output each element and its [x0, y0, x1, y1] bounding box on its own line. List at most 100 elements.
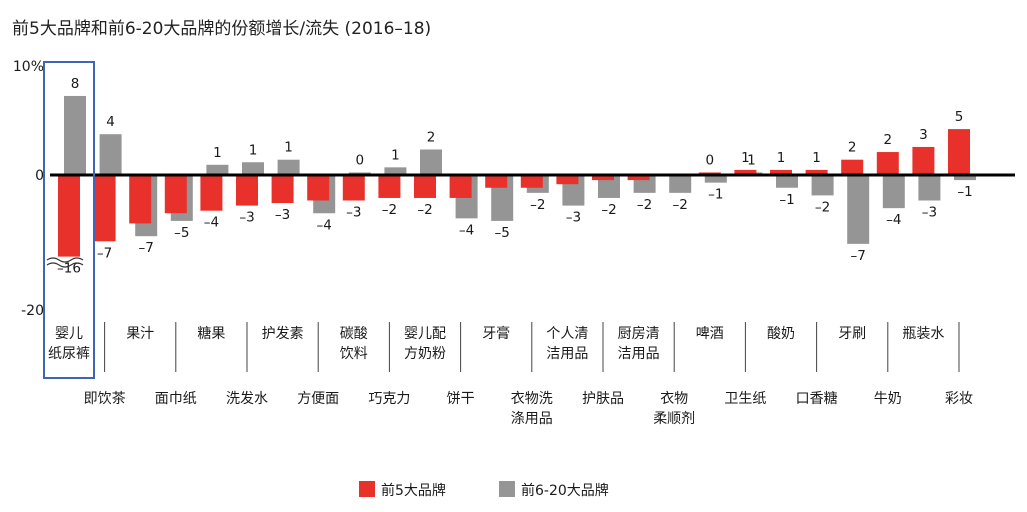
category-label: 护发素	[262, 326, 304, 342]
value-label-top6-20: –1	[708, 187, 723, 203]
category-label: 牛奶	[874, 391, 902, 407]
category-label: 衣物	[660, 391, 688, 407]
value-label-top6-20: –7	[851, 248, 866, 264]
value-label-top5: –2	[382, 202, 397, 218]
bar-top5	[58, 175, 80, 257]
bar-top5	[414, 175, 436, 198]
bar-top5	[770, 169, 792, 175]
y-tick-label: 10%	[13, 59, 44, 75]
legend-label-top5: 前5大品牌	[381, 482, 446, 499]
value-label-top6-20: –5	[495, 225, 510, 241]
category-label: 洗发水	[226, 391, 268, 407]
value-label-top6-20: –5	[174, 225, 189, 241]
category-label: 护肤品	[582, 391, 624, 407]
category-label: 个人清	[546, 326, 588, 342]
legend-swatch-top5	[359, 481, 375, 497]
bar-top6-20	[918, 175, 941, 201]
category-label: 瓶装水	[902, 326, 944, 342]
value-label-top6-20: 4	[106, 114, 115, 130]
bar-top5	[236, 175, 258, 206]
bar-top5	[627, 175, 650, 181]
category-label: 婴儿配	[404, 326, 446, 342]
chart-title: 前5大品牌和前6-20大品牌的份额增长/流失 (2016–18)	[12, 19, 432, 39]
bar-top6-20	[882, 175, 905, 209]
value-label-top5: 1	[741, 150, 750, 166]
bar-top6-20	[776, 175, 798, 188]
category-label: 口香糖	[796, 391, 838, 407]
value-label-top5: 3	[919, 127, 928, 143]
category-label: 碳酸	[340, 326, 368, 342]
legend-label-top6-20: 前6-20大品牌	[521, 482, 609, 499]
category-label: 洁用品	[546, 346, 588, 362]
bar-top6-20	[206, 164, 229, 175]
bar-top5	[378, 175, 401, 198]
category-label: 酸奶	[767, 326, 795, 342]
value-label-top6-20: 1	[213, 145, 222, 161]
bar-top5	[592, 175, 614, 181]
value-label-top6-20: 1	[747, 152, 756, 168]
bar-top5	[449, 175, 472, 198]
bar-top5	[164, 175, 187, 214]
axis-break-mark	[46, 257, 84, 263]
bar-top5	[556, 175, 579, 185]
value-label-top6-20: 2	[427, 130, 436, 146]
category-label: 卫生纸	[724, 391, 766, 407]
category-label: 方便面	[297, 391, 339, 407]
category-label: 婴儿	[55, 326, 83, 342]
bar-top5	[485, 175, 508, 188]
bar-top5	[912, 146, 935, 175]
bar-top6-20	[704, 175, 727, 183]
bar-top6-20	[954, 175, 976, 181]
y-tick-label: 0	[35, 168, 44, 184]
value-label-top6-20: –7	[139, 240, 154, 256]
bar-top5	[129, 175, 152, 224]
category-label: 糖果	[197, 326, 225, 342]
value-label-top6-20: 0	[356, 152, 365, 168]
bar-top6-20	[64, 95, 86, 175]
value-label-top5: 2	[848, 140, 857, 156]
value-label-top6-20: 1	[391, 147, 400, 163]
bar-top6-20	[242, 162, 264, 175]
bar-top5	[200, 175, 223, 211]
bar-top5	[948, 129, 970, 175]
value-label-top6-20: –1	[957, 184, 972, 200]
bar-top5	[342, 175, 365, 201]
value-label-top6-20: 8	[71, 76, 80, 92]
value-label-top6-20: –3	[566, 210, 581, 226]
bar-top5	[520, 175, 543, 188]
value-label-top6-20: –4	[317, 217, 332, 233]
bar-top5	[734, 169, 757, 175]
bar-top6-20	[811, 175, 834, 196]
y-tick-label: -20	[21, 303, 44, 319]
value-label-top6-20: –4	[886, 212, 901, 228]
bar-top5	[271, 175, 294, 204]
category-label: 即饮茶	[84, 391, 126, 407]
value-label-top5: 0	[706, 152, 715, 168]
value-label-top6-20: 1	[284, 140, 293, 156]
value-label-top5: –4	[204, 215, 219, 231]
bar-top6-20	[384, 167, 407, 175]
value-label-top5: –16	[57, 261, 81, 277]
category-label: 纸尿裤	[48, 346, 90, 362]
category-label: 面巾纸	[155, 391, 197, 407]
axis-break-mark	[46, 262, 84, 268]
category-label: 洁用品	[618, 346, 660, 362]
bar-top5	[307, 175, 330, 201]
value-label-top6-20: –1	[779, 192, 794, 208]
value-label-top5: –2	[417, 202, 432, 218]
category-label: 彩妆	[945, 391, 973, 407]
value-label-top5: –3	[346, 205, 361, 221]
category-label: 巧克力	[368, 391, 410, 407]
value-label-top6-20: –3	[922, 205, 937, 221]
category-label: 牙刷	[838, 326, 866, 342]
value-label-top5: 5	[955, 109, 964, 125]
category-label: 饮料	[340, 346, 368, 362]
legend-swatch-top6-20	[499, 481, 515, 497]
value-label-top5: –7	[97, 245, 112, 261]
bar-top5	[805, 169, 828, 175]
category-label: 涤用品	[511, 411, 553, 427]
highlight-box	[43, 61, 95, 379]
category-label: 衣物洗	[511, 391, 553, 407]
value-label-top6-20: –2	[673, 197, 688, 213]
